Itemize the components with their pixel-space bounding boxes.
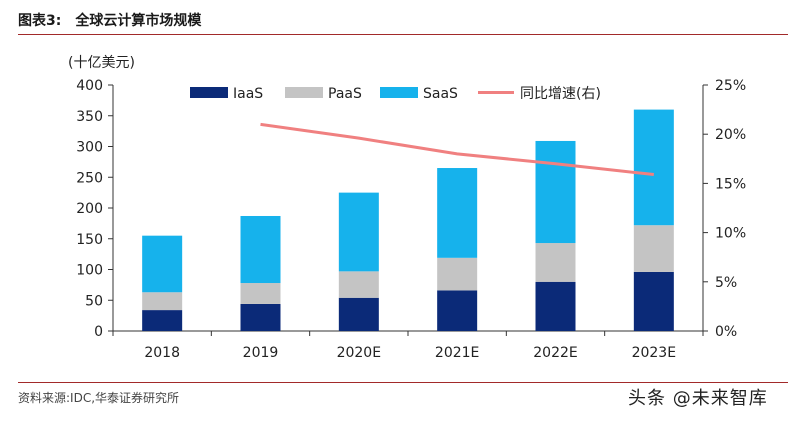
y-left-tick-label: 50 bbox=[85, 293, 103, 309]
x-tick-label: 2020E bbox=[337, 345, 381, 361]
y-left-tick-label: 200 bbox=[76, 201, 103, 217]
legend-label-growth: 同比增速(右) bbox=[520, 86, 601, 102]
bar-iaas-2018 bbox=[142, 310, 183, 331]
bar-iaas-2019 bbox=[240, 303, 281, 331]
bar-paas-2018 bbox=[142, 292, 183, 311]
bar-iaas-2020e bbox=[338, 297, 379, 331]
legend-label-paas: PaaS bbox=[328, 86, 362, 102]
footer-rule bbox=[18, 382, 788, 383]
bar-iaas-2021e bbox=[437, 290, 478, 331]
bar-saas-2018 bbox=[142, 235, 183, 293]
x-tick-label: 2021E bbox=[435, 345, 479, 361]
bar-saas-2020e bbox=[338, 192, 379, 272]
bar-paas-2021e bbox=[437, 257, 478, 291]
bar-saas-2021e bbox=[437, 168, 478, 258]
legend-label-iaas: IaaS bbox=[233, 86, 263, 102]
y-right-tick-label: 20% bbox=[715, 127, 746, 143]
header-rule bbox=[18, 34, 788, 35]
y-left-tick-label: 250 bbox=[76, 170, 103, 186]
bar-saas-2019 bbox=[240, 215, 281, 284]
figure-header: 图表3: 全球云计算市场规模 bbox=[18, 8, 788, 35]
y-right-tick-label: 5% bbox=[715, 275, 737, 291]
legend-swatch-saas bbox=[380, 87, 418, 98]
y-left-tick-label: 300 bbox=[76, 140, 103, 156]
legend-swatch-paas bbox=[285, 87, 323, 98]
growth-rate-line bbox=[260, 122, 654, 177]
y-right-tick-label: 25% bbox=[715, 78, 746, 94]
y-left-tick-label: 100 bbox=[76, 263, 103, 279]
y-left-tick-label: 150 bbox=[76, 232, 103, 248]
y-right-tick-label: 15% bbox=[715, 176, 746, 192]
y-left-tick-label: 400 bbox=[76, 78, 103, 94]
bar-paas-2022e bbox=[535, 243, 576, 282]
x-tick-label: 2022E bbox=[533, 345, 577, 361]
bar-iaas-2023e bbox=[633, 271, 674, 331]
legend-swatch-iaas bbox=[190, 87, 228, 98]
y-right-tick-label: 0% bbox=[715, 324, 737, 340]
bar-paas-2019 bbox=[240, 283, 281, 304]
x-tick-label: 2019 bbox=[243, 345, 279, 361]
bar-saas-2022e bbox=[535, 140, 576, 244]
figure-title: 图表3: 全球云计算市场规模 bbox=[18, 10, 201, 30]
x-tick-label: 2023E bbox=[632, 345, 676, 361]
bar-paas-2023e bbox=[633, 225, 674, 272]
y-axis-unit-label: (十亿美元) bbox=[68, 55, 135, 71]
x-tick-label: 2018 bbox=[144, 345, 180, 361]
y-right-tick-label: 10% bbox=[715, 226, 746, 242]
source-note: 资料来源:IDC,华泰证券研究所 bbox=[18, 391, 180, 405]
figure-title-text: 全球云计算市场规模 bbox=[75, 13, 202, 29]
bar-saas-2023e bbox=[633, 109, 674, 226]
figure-number: 图表3: bbox=[18, 13, 62, 29]
legend-label-saas: SaaS bbox=[423, 86, 458, 102]
bar-paas-2020e bbox=[338, 271, 379, 298]
y-left-tick-label: 0 bbox=[94, 324, 103, 340]
y-left-tick-label: 350 bbox=[76, 109, 103, 125]
watermark: 头条 @未来智库 bbox=[628, 388, 768, 409]
bar-iaas-2022e bbox=[535, 281, 576, 331]
